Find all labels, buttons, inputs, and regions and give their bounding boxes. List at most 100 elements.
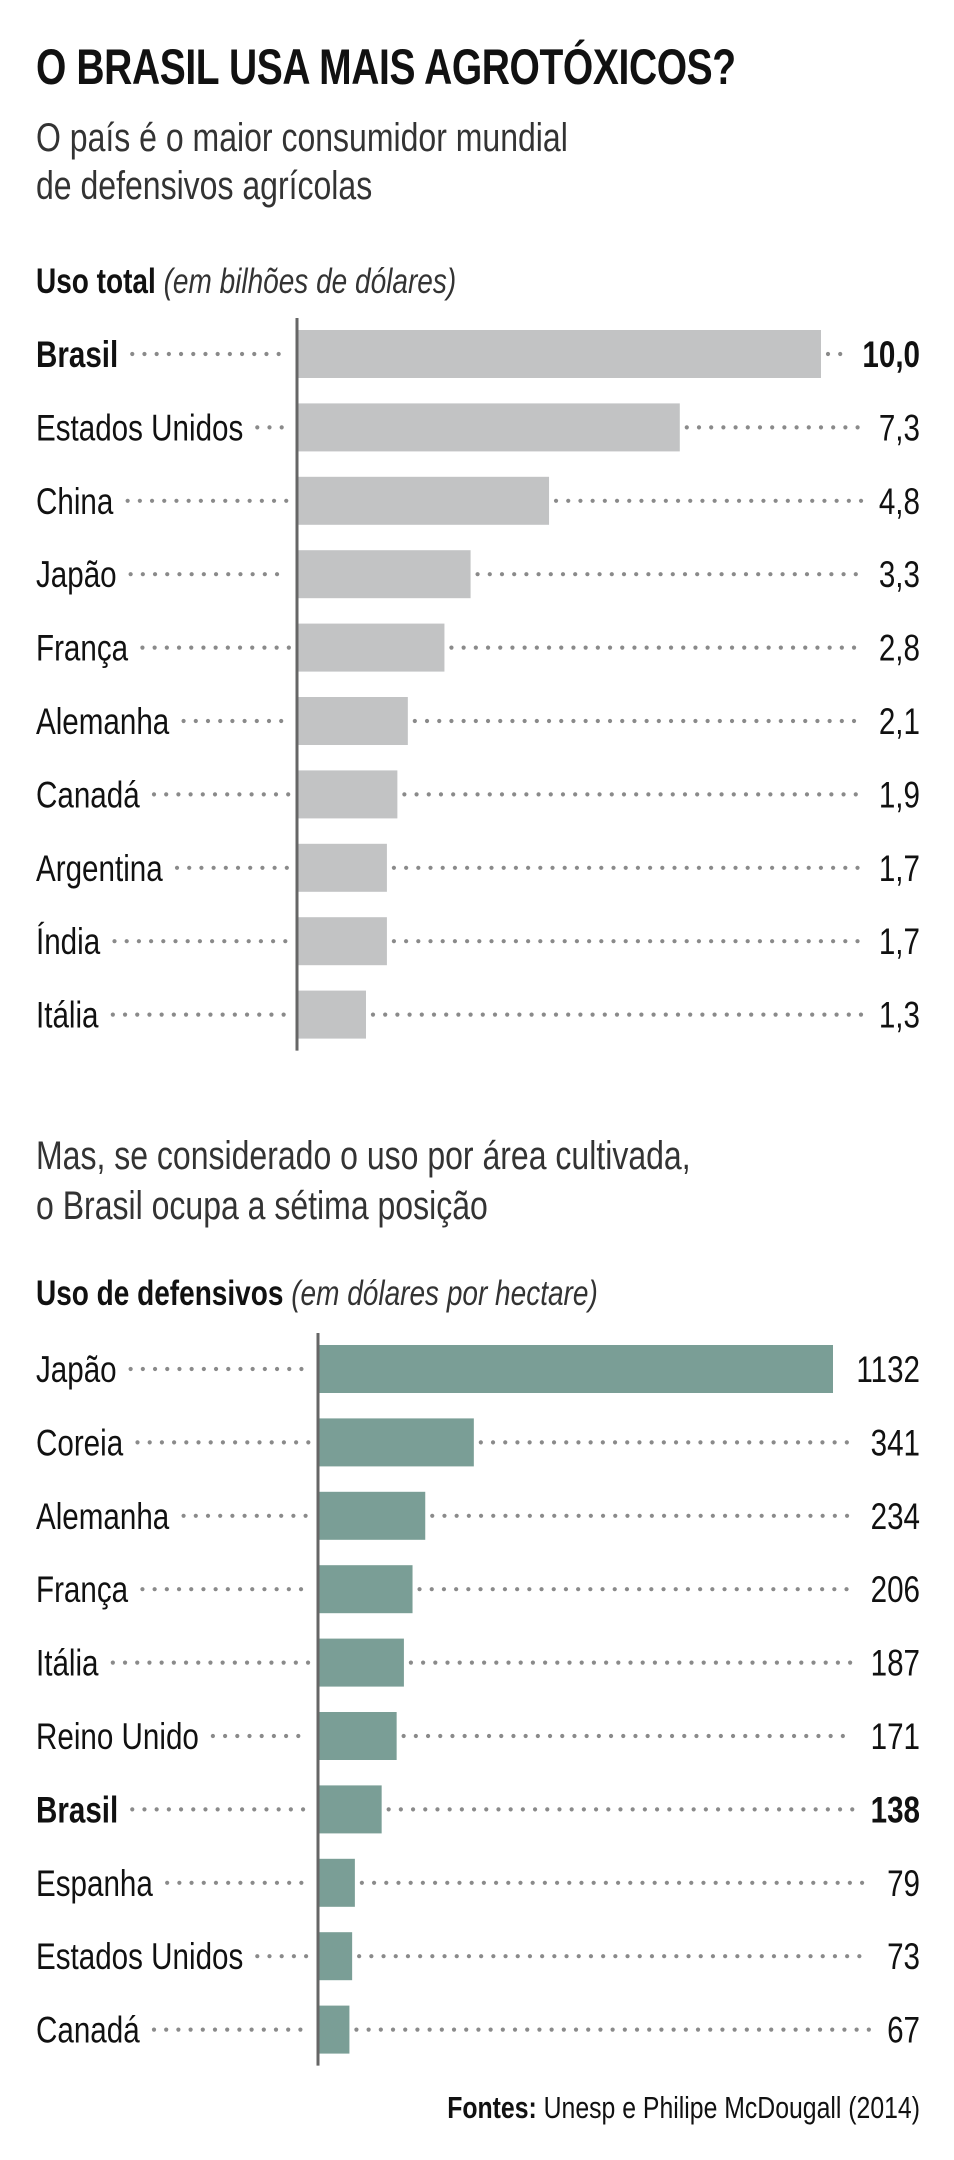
chart2-category-label: Itália [36, 1644, 99, 1685]
chart1-value-label: 1,9 [879, 775, 920, 816]
chart1-value-label: 2,8 [879, 629, 920, 670]
chart1-value-label: 3,3 [879, 555, 920, 596]
chart1-bar [298, 403, 680, 452]
chart1-row: França 2,8 [36, 623, 920, 672]
chart1-leader-right [412, 718, 857, 724]
chart2-category-label: Reino Unido [36, 1717, 199, 1758]
chart2-row: Espanha 79 [36, 1858, 920, 1907]
chart2-bar [319, 1785, 382, 1834]
chart1-leader-left [128, 572, 280, 577]
chart1-bar [298, 623, 445, 672]
chart2-row: Itália 187 [36, 1638, 920, 1687]
chart2-category-label: Coreia [36, 1423, 124, 1464]
chart1-total-use: Brasil 10,0 Estados Unidos 7,3 China 4,8 Japão… [36, 318, 920, 1051]
chart1-leader-left [174, 865, 289, 870]
chart1-bar [298, 697, 408, 745]
chart2-category-label: França [36, 1570, 128, 1611]
chart1-bar [298, 770, 398, 819]
chart1-value-label: 10,0 [862, 335, 920, 376]
chart1-leader-left [110, 1012, 286, 1017]
chart1-category-label: França [36, 629, 128, 670]
chart1-leader-right [825, 351, 843, 357]
page-title: O BRASIL USA MAIS AGROTÓXICOS? [36, 39, 736, 95]
chart2-leader-right [478, 1440, 849, 1445]
chart2-bar [319, 1345, 833, 1393]
subtitle2-line-2: o Brasil ocupa a sétima posição [36, 1184, 488, 1228]
chart1-row: China 4,8 [36, 476, 920, 525]
chart2-bar [319, 1712, 397, 1760]
chart2-leader-right [386, 1807, 855, 1812]
chart1-leader-left [125, 498, 289, 503]
chart1-bar [298, 550, 471, 599]
chart1-row: Argentina 1,7 [36, 843, 920, 892]
chart1-row: Canadá 1,9 [36, 770, 920, 819]
subtitle-line-2: de defensivos agrícolas [36, 164, 373, 208]
chart1-bar [298, 990, 366, 1039]
chart1-category-label: Brasil [36, 335, 118, 376]
chart1-leader-right [449, 645, 857, 650]
chart2-row: Reino Unido 171 [36, 1712, 920, 1760]
chart1-leader-left [112, 939, 288, 944]
chart1-category-label: Índia [36, 922, 101, 963]
chart1-leader-left [140, 645, 291, 650]
chart2-bar [319, 1491, 426, 1540]
chart1-category-label: Argentina [36, 849, 163, 890]
chart2-value-label: 79 [887, 1864, 920, 1905]
chart2-bar [319, 1858, 355, 1907]
chart1-leader-left [130, 351, 281, 357]
chart2-row: Coreia 341 [36, 1418, 920, 1467]
chart2-leader-right [359, 1880, 865, 1885]
chart2-value-label: 138 [871, 1790, 920, 1831]
chart2-leader-left [130, 1807, 306, 1812]
chart2-bar [319, 1565, 413, 1614]
chart2-title-main: Uso de defensivos [36, 1274, 284, 1313]
chart2-value-label: 171 [871, 1717, 920, 1758]
chart2-leader-left [181, 1513, 308, 1518]
chart2-bar [319, 1418, 474, 1467]
chart2-value-label: 341 [871, 1423, 920, 1464]
chart2-leader-right [354, 2027, 871, 2032]
chart2-leader-left [255, 1954, 309, 1959]
chart2-row: França 206 [36, 1565, 920, 1614]
chart1-row: Japão 3,3 [36, 550, 920, 599]
chart1-value-label: 1,7 [879, 849, 920, 890]
chart1-leader-right [553, 498, 864, 503]
chart2-bar [319, 2005, 350, 2054]
chart1-category-label: Itália [36, 996, 99, 1037]
chart2-leader-left [110, 1660, 311, 1665]
chart1-bar [298, 917, 387, 966]
chart2-leader-right [430, 1513, 850, 1518]
chart2-row: Japão 1132 [36, 1345, 920, 1393]
chart1-value-label: 1,7 [879, 922, 920, 963]
chart2-leader-left [140, 1587, 304, 1592]
chart2-bar [319, 1932, 353, 1981]
chart1-title-unit: (em bilhões de dólares) [163, 262, 457, 301]
chart1-title: Uso total (em bilhões de dólares) [36, 262, 456, 302]
chart1-category-label: Estados Unidos [36, 408, 243, 449]
chart2-title-unit: (em dólares por hectare) [291, 1274, 598, 1313]
chart1-leader-right [391, 865, 860, 870]
chart1-leader-left [151, 792, 291, 797]
chart2-value-label: 73 [887, 1937, 920, 1978]
chart1-leader-right [391, 939, 860, 944]
chart1-category-label: Japão [36, 555, 117, 596]
chart2-title: Uso de defensivos (em dólares por hectar… [36, 1274, 598, 1314]
chart1-row: Brasil 10,0 [36, 330, 920, 378]
chart1-category-label: Canadá [36, 775, 140, 816]
chart1-value-label: 7,3 [879, 408, 920, 449]
chart1-bar [298, 843, 387, 892]
chart2-value-label: 187 [871, 1644, 920, 1685]
chart1-leader-right [370, 1012, 864, 1017]
sources-footer: Fontes: Unesp e Philipe McDougall (2014) [447, 2090, 920, 2126]
chart1-leader-left [255, 425, 284, 430]
chart2-leader-right [357, 1954, 862, 1959]
chart2-row: Estados Unidos 73 [36, 1932, 920, 1981]
chart1-row: Índia 1,7 [36, 917, 920, 966]
chart1-value-label: 2,1 [879, 702, 920, 743]
chart1-leader-right [684, 425, 860, 430]
chart1-category-label: China [36, 482, 114, 523]
chart2-use-per-hectare: Japão 1132 Coreia 341 Alemanha 234 França 206 It… [36, 1333, 920, 2066]
chart1-bar [298, 330, 821, 378]
chart2-category-label: Japão [36, 1350, 117, 1391]
chart2-leader-left [210, 1733, 301, 1739]
